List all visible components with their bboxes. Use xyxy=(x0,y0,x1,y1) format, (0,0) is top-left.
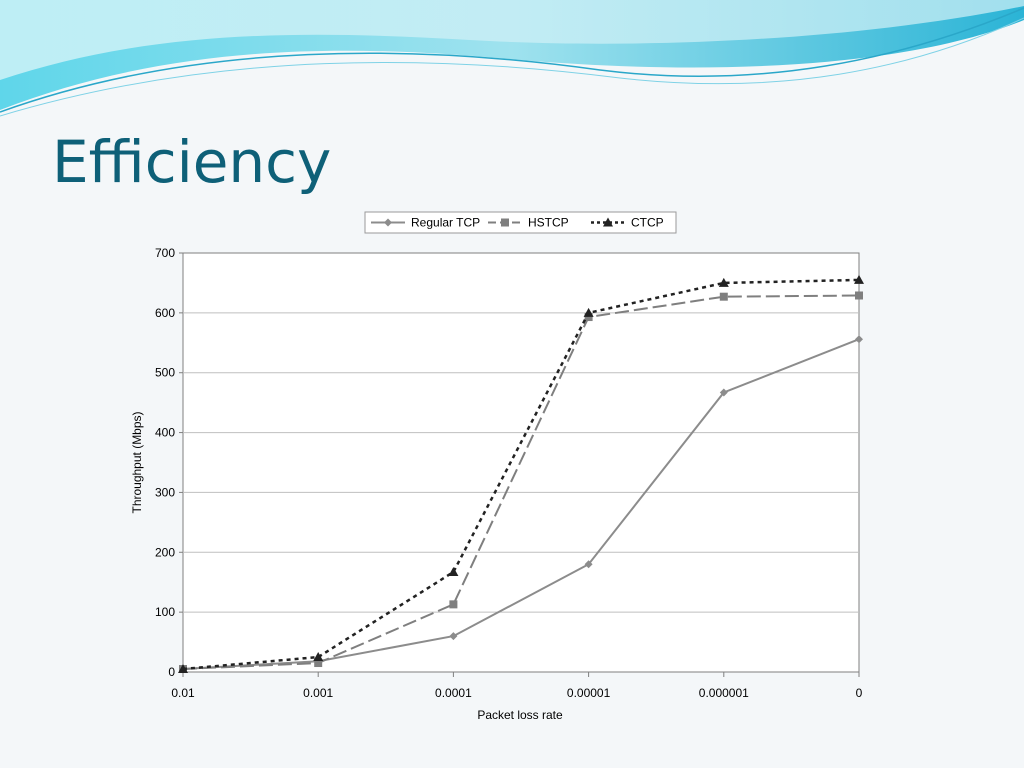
x-tick-label: 0.001 xyxy=(303,686,333,700)
data-point-regular-tcp xyxy=(855,335,863,344)
data-point-ctcp xyxy=(178,664,188,674)
data-point-hstcp xyxy=(584,313,593,322)
data-point-regular-tcp xyxy=(719,388,728,397)
data-point-ctcp xyxy=(448,567,459,577)
series-line-hstcp xyxy=(182,294,860,671)
legend-label-ctcp: CTCP xyxy=(631,216,664,230)
data-point-hstcp xyxy=(314,659,323,668)
data-point-regular-tcp xyxy=(449,632,458,641)
y-tick-label: 500 xyxy=(155,366,175,380)
data-point-hstcp xyxy=(855,291,863,300)
y-tick-label: 300 xyxy=(155,485,175,499)
y-tick-label: 600 xyxy=(155,306,175,320)
y-tick-label: 200 xyxy=(155,545,175,559)
x-axis-label: Packet loss rate xyxy=(477,708,563,722)
x-tick-label: 0.00001 xyxy=(567,686,611,700)
data-point-ctcp xyxy=(583,307,594,317)
legend-marker-ctcp xyxy=(603,217,613,227)
series-line-regular-tcp xyxy=(182,338,860,671)
plot-area: 0 100 200 300 400 500 600 700 0.01 0.001 0.0001 0.0… xyxy=(130,246,864,722)
x-tick-label: 0.000001 xyxy=(699,686,749,700)
data-point-hstcp xyxy=(719,292,728,301)
y-tick-label: 700 xyxy=(155,246,175,260)
data-point-ctcp xyxy=(313,652,324,662)
chart-legend: Regular TCP HSTCP CTCP xyxy=(364,211,677,234)
header-wave-decoration xyxy=(0,0,1024,117)
y-tick-label: 400 xyxy=(155,426,175,440)
y-axis-label: Throughput (Mbps) xyxy=(130,411,144,513)
data-point-hstcp xyxy=(449,600,458,609)
slide-title: Efficiency xyxy=(52,128,332,196)
data-point-regular-tcp xyxy=(584,560,593,569)
data-point-ctcp xyxy=(854,274,864,284)
legend-label-regular-tcp: Regular TCP xyxy=(411,216,480,230)
legend-marker-hstcp xyxy=(501,218,509,227)
legend-box xyxy=(364,211,677,234)
legend-marker-regular-tcp xyxy=(384,218,392,227)
y-tick-label: 0 xyxy=(168,665,175,679)
legend-label-hstcp: HSTCP xyxy=(528,216,569,230)
x-tick-label: 0 xyxy=(856,686,863,700)
data-point-ctcp xyxy=(718,277,729,287)
y-tick-label: 100 xyxy=(155,605,175,619)
series-line-ctcp xyxy=(182,278,860,671)
x-tick-label: 0.0001 xyxy=(435,686,472,700)
x-tick-label: 0.01 xyxy=(171,686,195,700)
